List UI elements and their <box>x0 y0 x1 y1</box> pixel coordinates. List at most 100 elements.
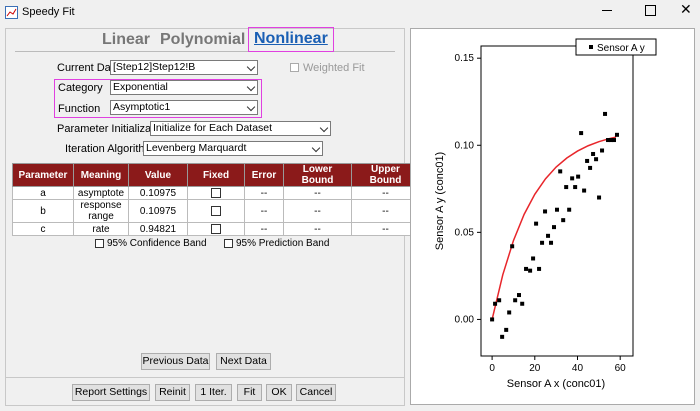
cell: -- <box>244 186 284 200</box>
confidence-band-label: 95% Confidence Band <box>107 238 207 249</box>
previous-data-button[interactable]: Previous Data <box>141 353 210 370</box>
legend-box <box>575 38 657 56</box>
data-point <box>600 148 605 153</box>
table-row: a asymptote 0.10975 -- -- -- <box>12 186 420 200</box>
fixed-cell <box>187 186 245 200</box>
data-point <box>510 244 515 249</box>
category-label: Category <box>58 82 103 94</box>
current-data-label: Current Data <box>57 62 120 74</box>
weighted-fit-label: Weighted Fit <box>303 62 365 74</box>
data-point <box>558 169 563 174</box>
data-point <box>543 209 548 214</box>
confidence-band-checkbox[interactable] <box>95 239 104 248</box>
table-row: b response range 0.10975 -- -- -- <box>12 199 420 223</box>
cell: -- <box>244 199 284 223</box>
data-point <box>493 301 498 306</box>
y-tick-label: 0.00 <box>455 314 475 325</box>
data-point <box>531 256 536 261</box>
fixed-cell <box>187 222 245 236</box>
legend-label: Sensor A y <box>597 43 645 54</box>
data-point <box>567 207 572 212</box>
data-point <box>588 165 593 170</box>
tab-nonlinear[interactable]: Nonlinear <box>254 30 328 47</box>
cell: a <box>12 186 74 200</box>
fixed-checkbox[interactable] <box>211 224 221 234</box>
column-header: Error <box>244 163 284 187</box>
data-point <box>597 195 602 200</box>
data-point <box>528 268 533 273</box>
cell: 0.10975 <box>128 199 188 223</box>
cell: -- <box>351 222 420 236</box>
cell: rate <box>73 222 129 236</box>
prediction-band-checkbox[interactable] <box>224 239 233 248</box>
function-dropdown[interactable]: Asymptotic1 <box>110 100 258 115</box>
data-point <box>520 301 525 306</box>
fixed-checkbox[interactable] <box>211 206 221 216</box>
data-point <box>552 225 557 230</box>
x-tick-label: 20 <box>529 363 541 374</box>
y-axis-label: Sensor A y (conc01) <box>434 152 446 250</box>
data-point <box>507 310 512 315</box>
data-point <box>614 132 619 137</box>
cancel-button[interactable]: Cancel <box>296 384 336 401</box>
data-point <box>585 158 590 163</box>
data-point <box>517 293 521 298</box>
data-point <box>500 334 505 339</box>
tab-linear[interactable]: Linear <box>102 31 151 48</box>
plot-frame <box>480 45 634 357</box>
cell: -- <box>283 186 352 200</box>
header-row: Parameter Meaning Value Fixed Error Lower Bou… <box>12 163 420 187</box>
maximize-button[interactable] <box>645 5 656 16</box>
data-point <box>524 266 529 271</box>
cell: c <box>12 222 74 236</box>
weighted-fit-checkbox[interactable] <box>290 63 299 72</box>
minimize-button[interactable] <box>600 2 614 16</box>
data-point <box>564 185 569 190</box>
parameter-initialization-dropdown[interactable]: Initialize for Each Dataset <box>150 121 331 136</box>
column-header: Lower Bound <box>283 163 352 187</box>
data-point <box>513 298 518 303</box>
report-settings-button[interactable]: Report Settings <box>72 384 150 401</box>
highlight-box <box>248 27 334 52</box>
y-tick-label: 0.10 <box>455 140 475 151</box>
fixed-checkbox[interactable] <box>211 188 221 198</box>
cell: 0.10975 <box>128 186 188 200</box>
data-point <box>490 317 495 322</box>
cell: -- <box>283 199 352 223</box>
function-label: Function <box>58 103 101 115</box>
table-row: c rate 0.94821 -- -- -- <box>12 222 420 236</box>
cell: 0.94821 <box>128 222 188 236</box>
x-axis-label: Sensor A x (conc01) <box>507 378 605 390</box>
x-tick-label: 0 <box>489 363 495 374</box>
column-header: Value <box>128 163 188 187</box>
iteration-algorithm-dropdown[interactable]: Levenberg Marquardt <box>143 141 323 156</box>
ok-button[interactable]: OK <box>266 384 292 401</box>
x-tick-label: 40 <box>572 363 584 374</box>
data-point <box>582 188 587 193</box>
reinit-button[interactable]: Reinit <box>155 384 190 401</box>
next-data-button[interactable]: Next Data <box>216 353 271 370</box>
fit-curve <box>491 136 617 320</box>
column-header: Fixed <box>187 163 245 187</box>
fit-button[interactable]: Fit <box>237 384 262 401</box>
x-tick-label: 60 <box>615 363 627 374</box>
close-button[interactable]: ✕ <box>680 1 692 17</box>
cell: asymptote <box>73 186 129 200</box>
fixed-cell <box>187 199 245 223</box>
parameter-table: Parameter Meaning Value Fixed Error Lower Bou… <box>12 163 420 236</box>
current-data-dropdown[interactable]: [Step12]Step12!B <box>110 60 258 75</box>
plot: Sensor A x (conc01) Sensor A y (conc01) … <box>410 28 695 405</box>
prediction-band-label: 95% Prediction Band <box>236 238 330 249</box>
cell: -- <box>244 222 284 236</box>
data-point <box>606 138 611 143</box>
data-point <box>549 240 554 245</box>
data-point <box>537 266 542 271</box>
one-iteration-button[interactable]: 1 Iter. <box>195 384 232 401</box>
category-dropdown[interactable]: Exponential <box>110 80 258 95</box>
tab-polynomial[interactable]: Polynomial <box>160 31 246 48</box>
cell: response range <box>73 199 129 223</box>
data-point <box>504 327 509 332</box>
iteration-algorithm-label: Iteration Algorithm <box>65 143 154 155</box>
column-header: Parameter <box>12 163 74 187</box>
